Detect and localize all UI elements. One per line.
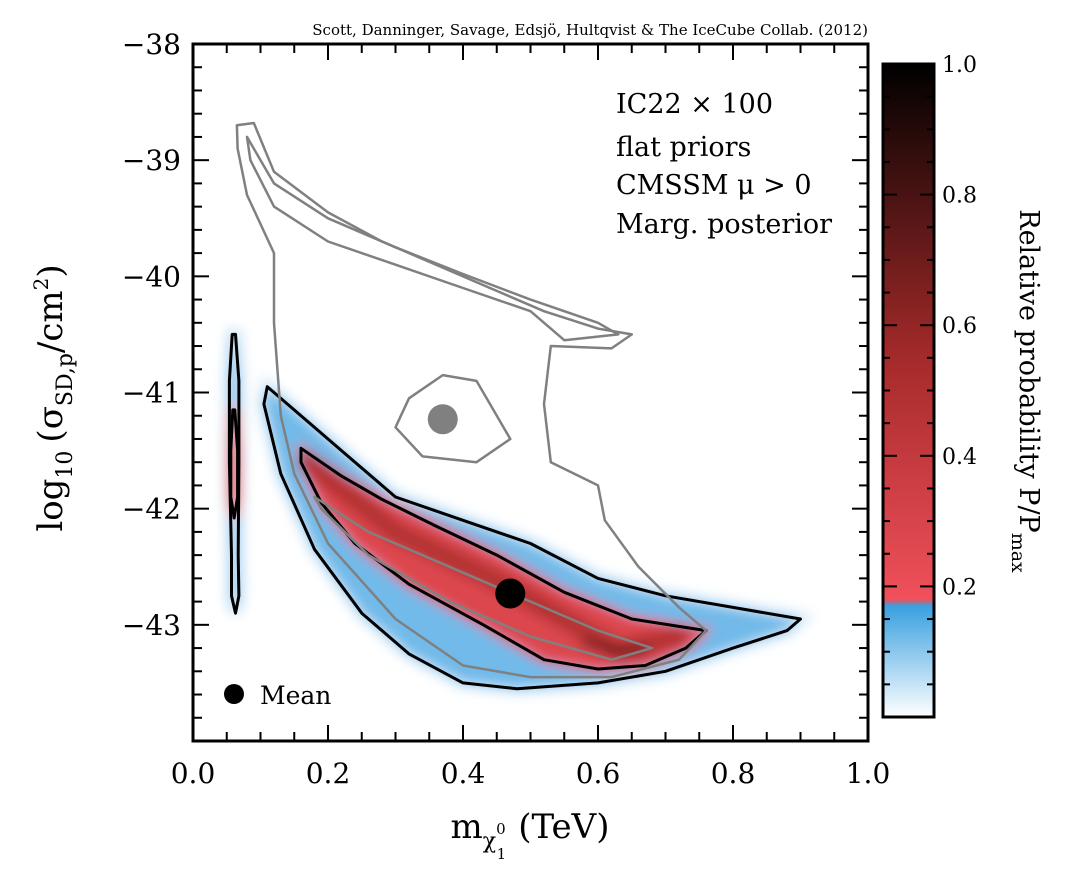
colorbar-tick-label: 0.4 [942, 445, 977, 470]
annotation-block: IC22 × 100 flat priors CMSSM μ > 0 Marg.… [616, 89, 832, 240]
colorbar-ticks: 0.2 0.4 0.6 0.8 1.0 [883, 53, 977, 686]
x-axis-title: mχ0 1 (TeV) [451, 807, 610, 863]
axis-ticks: 0.0 0.2 0.4 0.6 0.8 1.0 −43 −42 −41 −40 −39 −38 [122, 28, 890, 790]
reference-mean-marker [427, 404, 458, 435]
colorbar-title: Relative probability P/Pmax [1007, 209, 1044, 573]
colorbar [881, 62, 936, 719]
x-tick-label: 0.6 [576, 757, 621, 790]
annotation-line: IC22 × 100 [616, 89, 773, 120]
y-axis-title-unit: /cm [31, 290, 71, 353]
y-tick-label: −39 [122, 144, 181, 177]
y-tick-label: −42 [122, 493, 181, 526]
colorbar-title-sub: max [1007, 533, 1029, 573]
density-band [263, 386, 801, 689]
colorbar-tick-label: 1.0 [942, 53, 977, 78]
annotation-line: CMSSM μ > 0 [616, 170, 812, 201]
y-axis-title-pre: log [31, 479, 71, 532]
y-tick-label: −38 [122, 28, 181, 61]
y-axis-title-unit-sup: 2 [29, 278, 53, 291]
x-axis-title-sub: χ [483, 829, 496, 854]
y-tick-label: −40 [122, 260, 181, 293]
contour-reference-inner [245, 135, 620, 342]
colorbar-tick-label: 0.2 [942, 575, 977, 600]
contour-reference-inner [394, 373, 512, 464]
x-axis-title-sup: 0 [496, 820, 506, 838]
density-ridge [297, 452, 689, 661]
credit-line: Scott, Danninger, Savage, Edsjö, Hultqvi… [312, 21, 868, 39]
y-axis-title-pre-sub: 10 [53, 451, 78, 479]
y-axis-title: log10 (σSD,p/cm2) [29, 264, 78, 531]
legend: Mean [224, 681, 331, 710]
x-tick-label: 0.8 [711, 757, 756, 790]
x-tick-label: 0.2 [306, 757, 351, 790]
x-tick-label: 0.4 [441, 757, 486, 790]
colorbar-tick-label: 0.8 [942, 184, 977, 209]
contour-reference-inner [313, 495, 654, 661]
mean-markers [427, 404, 526, 609]
density-ridge [581, 639, 649, 655]
legend-marker [224, 684, 244, 704]
y-axis-title-sub: SD,p [53, 353, 78, 406]
y-tick-label: −43 [122, 609, 181, 642]
colorbar-tick-label: 0.6 [942, 314, 977, 339]
x-axis-title-subsub: 1 [497, 845, 507, 863]
colorbar-title-main: Relative probability P/P [1013, 209, 1044, 532]
y-axis-title-close: ) [31, 264, 71, 277]
x-axis-title-unit: (TeV) [518, 807, 609, 847]
contour-posterior-outer [262, 385, 802, 691]
legend-label: Mean [260, 681, 331, 710]
x-tick-label: 1.0 [846, 757, 891, 790]
y-axis-title-main: (σ [31, 406, 71, 442]
posterior-mean-marker [495, 578, 526, 609]
x-axis-title-main: m [451, 807, 483, 847]
annotation-line: flat priors [616, 132, 751, 163]
x-tick-label: 0.0 [171, 757, 216, 790]
contour-posterior-inner [229, 408, 240, 520]
y-tick-label: −41 [122, 377, 181, 410]
posterior-density-heatmap [222, 327, 817, 696]
credible-region-contours [227, 121, 802, 691]
contour-reference-outer [235, 121, 708, 679]
annotation-line: Marg. posterior [616, 209, 832, 240]
